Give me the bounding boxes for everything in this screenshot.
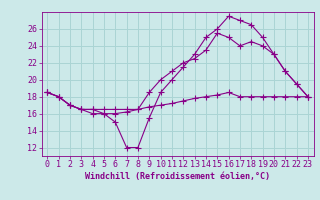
X-axis label: Windchill (Refroidissement éolien,°C): Windchill (Refroidissement éolien,°C) (85, 172, 270, 181)
